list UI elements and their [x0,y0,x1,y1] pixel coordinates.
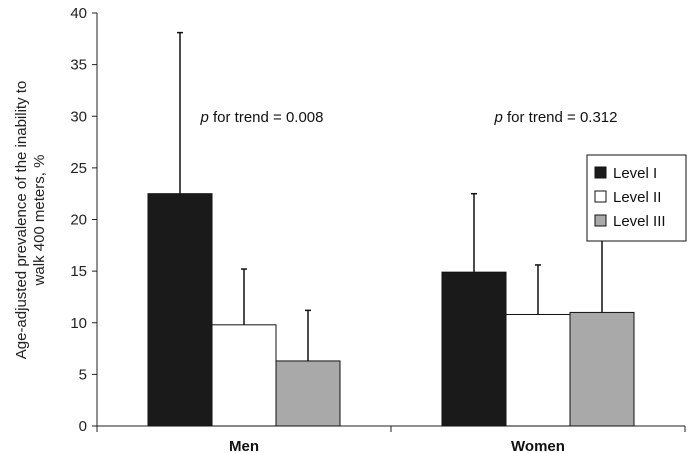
bar-women-level-3 [569,311,635,427]
y-tick-label-0: 0 [79,418,87,435]
x-tick-label-women: Women [511,438,565,453]
y-axis-label: Age-adjusted prevalence of the inability… [13,81,48,360]
y-tick-label-40: 40 [70,5,87,22]
legend-swatch-level-2 [594,190,607,203]
y-axis-label-line-2: walk 400 meters, % [31,155,48,287]
y-axis-label-line-1: Age-adjusted prevalence of the inability… [13,81,30,360]
bar-men-level-3 [275,360,341,427]
x-tick-label-men: Men [229,438,259,453]
y-tick-label-5: 5 [79,366,87,383]
error-bars [177,31,605,361]
legend-label-level-1: Level I [613,165,657,182]
p-trend-annotation-women: p for trend = 0.312 [493,109,617,126]
y-tick-label-35: 35 [70,57,87,74]
legend-label-level-3: Level III [613,213,666,230]
bar-men-level-2 [211,324,277,427]
bars [147,193,635,427]
annotations: p for trend = 0.008 p for trend = 0.312 [199,109,617,126]
bar-women-level-2 [505,313,571,427]
y-tick-label-25: 25 [70,160,87,177]
bar-women-level-1 [441,271,507,427]
y-tick-label-20: 20 [70,212,87,229]
y-tick-label-10: 10 [70,315,87,332]
legend-label-level-2: Level II [613,189,661,206]
x-tick-labels: Men Women [229,438,565,453]
bar-men-level-1 [147,193,213,427]
legend-swatch-level-1 [594,166,607,179]
p-trend-annotation-men: p for trend = 0.008 [199,109,323,126]
legend-swatch-level-3 [594,214,607,227]
y-tick-label-30: 30 [70,108,87,125]
legend: Level I Level II Level III [586,154,687,242]
y-ticks: 0 5 10 15 20 25 30 35 40 [70,5,97,435]
y-tick-label-15: 15 [70,263,87,280]
